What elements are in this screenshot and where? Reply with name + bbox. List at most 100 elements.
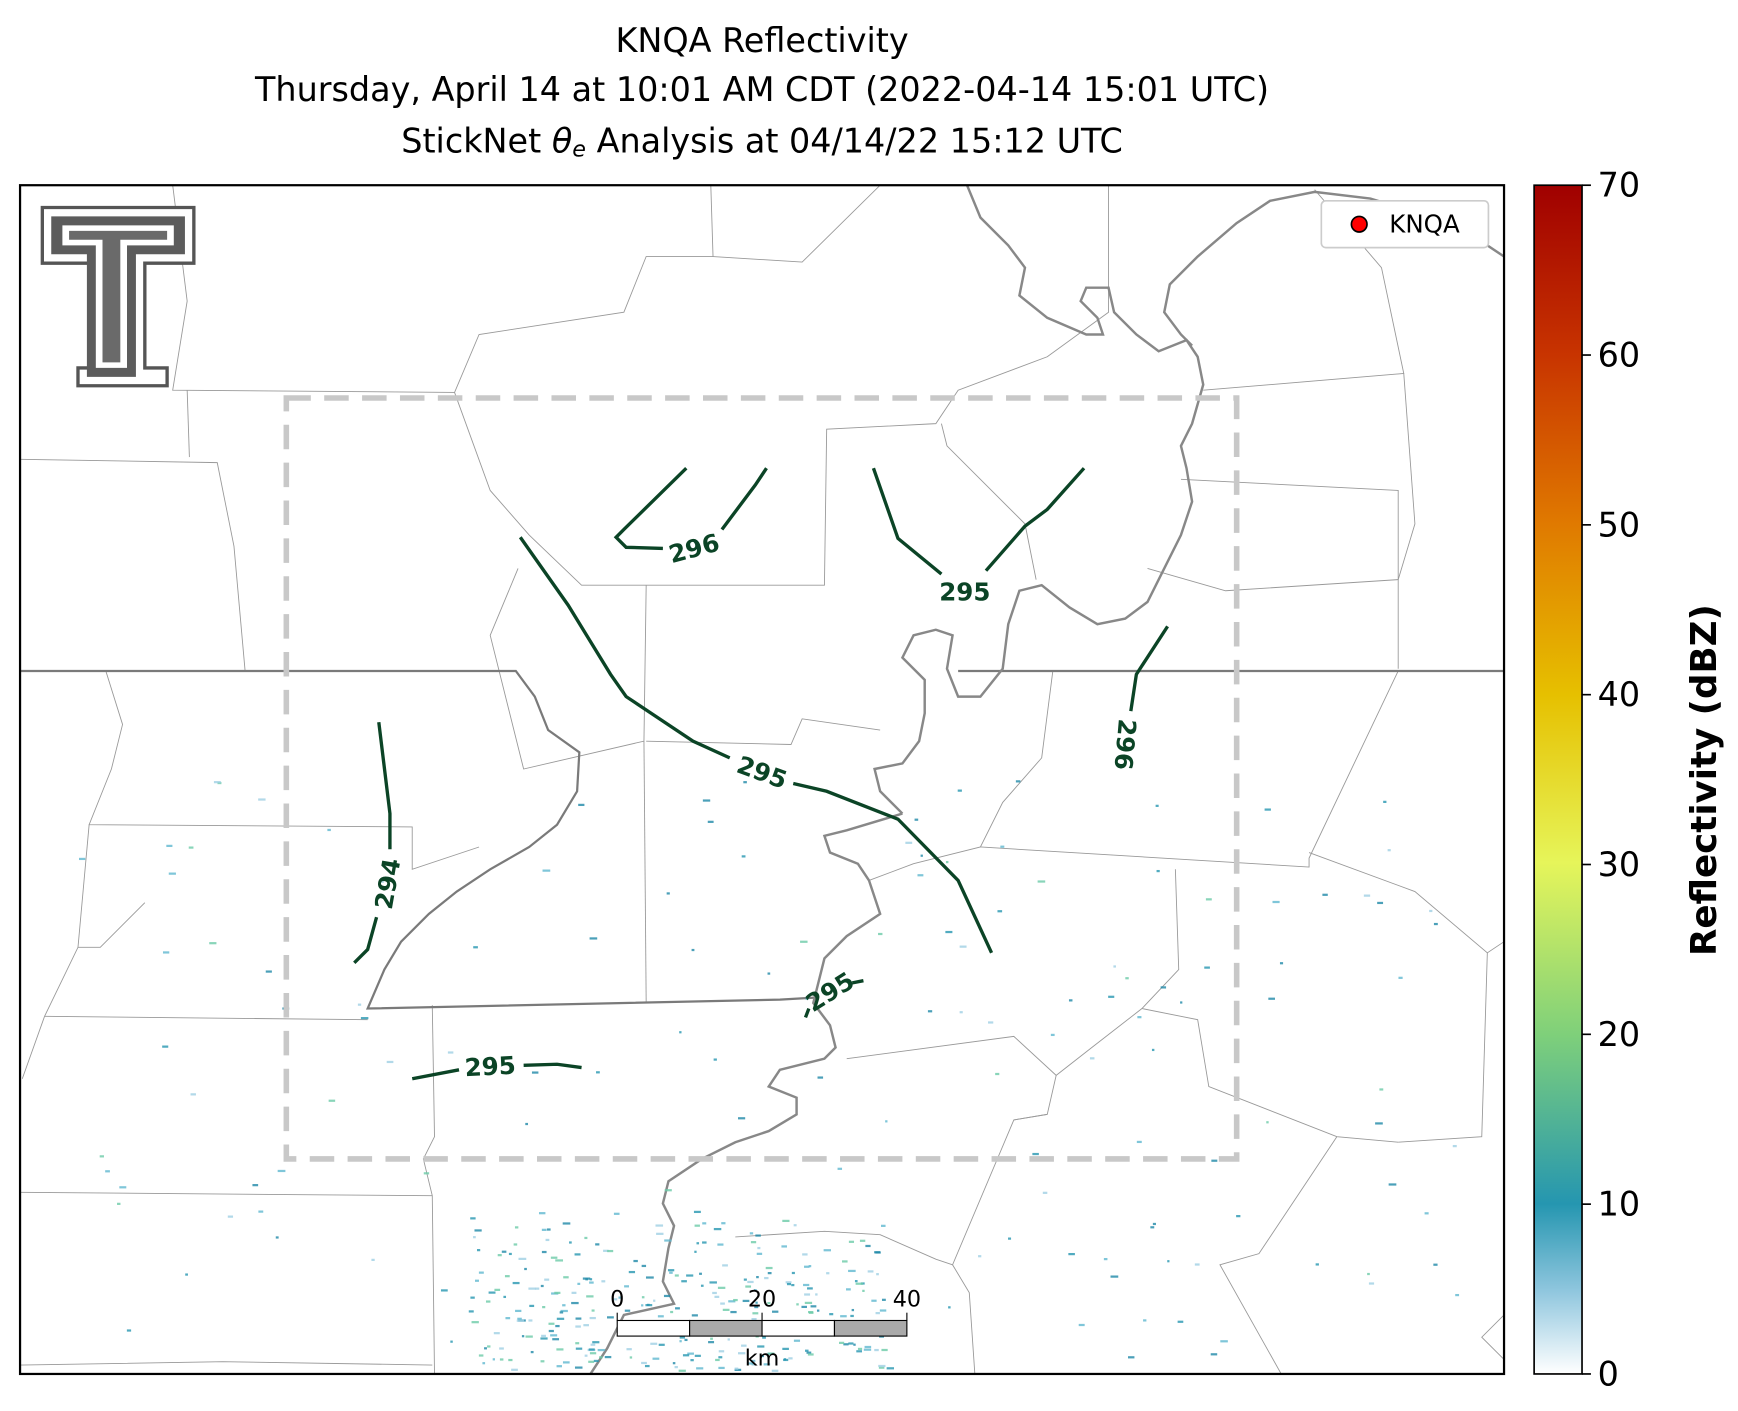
echo: [881, 1348, 888, 1352]
echo: [805, 1349, 809, 1352]
scale-tick-label: 0: [610, 1286, 624, 1312]
echo: [666, 892, 670, 895]
echo: [386, 1060, 394, 1064]
echo: [881, 1298, 886, 1301]
echo: [718, 1356, 723, 1359]
echo: [589, 1278, 593, 1281]
echo: [529, 1304, 535, 1308]
echo: [1387, 849, 1391, 852]
echo: [470, 1296, 475, 1299]
echo: [694, 1224, 700, 1227]
echo: [788, 1357, 793, 1360]
echo: [578, 803, 585, 807]
echo: [857, 1347, 863, 1351]
echo: [718, 1366, 725, 1370]
echo: [745, 1285, 752, 1288]
echo: [482, 1362, 486, 1365]
echo: [571, 1291, 577, 1294]
map: 296 295 296 295 294 295 295 km 0 20 40 KNQ…: [20, 185, 1505, 1374]
echo: [1108, 995, 1115, 998]
echo: [682, 1354, 690, 1357]
echo: [646, 1303, 650, 1307]
echo: [593, 1359, 599, 1363]
county-lines: [20, 185, 1505, 1374]
echo: [1160, 986, 1167, 989]
echo: [508, 1358, 513, 1362]
echo: [699, 1272, 702, 1275]
echo: [781, 1245, 787, 1248]
echo: [541, 1228, 547, 1231]
echo: [808, 1265, 812, 1268]
echo: [258, 1210, 264, 1213]
echo: [652, 1357, 660, 1360]
echo: [597, 1348, 605, 1352]
echo: [499, 1347, 504, 1350]
colorbar-ramp: [1533, 184, 1583, 1375]
echo: [721, 1222, 726, 1225]
subtitle: StickNet θe Analysis at 04/14/22 15:12 U…: [401, 121, 1123, 162]
echo: [531, 1071, 539, 1074]
echo: [577, 1282, 581, 1285]
echo: [517, 1317, 522, 1320]
legend-marker: [1350, 215, 1368, 233]
echo: [664, 1189, 672, 1192]
echo: [607, 1316, 614, 1319]
echo: [645, 1276, 654, 1279]
echo: [515, 1309, 522, 1313]
echo: [756, 1275, 759, 1279]
echo: [79, 857, 86, 861]
echo: [99, 1155, 104, 1158]
echo: [1152, 1222, 1156, 1226]
colorbar-tick-label: 40: [1598, 675, 1641, 714]
echo: [574, 1253, 581, 1256]
echo: [678, 1369, 686, 1372]
echo: [1363, 894, 1371, 897]
echo: [733, 1298, 738, 1302]
echo: [752, 1312, 759, 1315]
echo: [534, 1287, 540, 1290]
echo: [618, 1296, 623, 1299]
echo: [693, 1210, 701, 1214]
echo: [754, 1305, 759, 1309]
echo: [738, 1117, 746, 1120]
echo: [497, 1254, 502, 1257]
echo: [626, 1348, 632, 1351]
echo: [691, 948, 695, 952]
echo: [492, 1358, 495, 1361]
legend: KNQA: [1320, 199, 1490, 249]
echo: [762, 1336, 766, 1339]
echo: [806, 1351, 812, 1354]
echo: [765, 1266, 773, 1270]
echo: [473, 1236, 476, 1239]
echo: [785, 1281, 792, 1284]
echo: [1433, 1263, 1438, 1266]
echo: [650, 1342, 658, 1345]
echo: [657, 1315, 664, 1318]
echo: [484, 1347, 487, 1350]
echo: [511, 1368, 518, 1371]
echo: [1272, 900, 1280, 904]
echo: [679, 1340, 682, 1343]
echo: [1452, 1144, 1457, 1148]
echo: [707, 820, 714, 823]
echo: [734, 1367, 739, 1370]
echo: [166, 844, 173, 848]
echo: [1113, 965, 1116, 968]
echo: [546, 1228, 551, 1231]
echo: [265, 970, 272, 973]
echo: [816, 1309, 820, 1312]
echo: [1220, 1340, 1228, 1343]
echo: [555, 1259, 564, 1262]
colorbar-tick-label: 20: [1598, 1015, 1641, 1054]
echo: [450, 1340, 453, 1343]
echo: [541, 1334, 546, 1337]
echo: [548, 1329, 554, 1333]
echo: [1264, 808, 1271, 811]
echo: [679, 1336, 685, 1339]
echo: [948, 1306, 951, 1309]
logo: [40, 205, 196, 388]
echo: [575, 1342, 580, 1345]
echo: [563, 1276, 569, 1279]
echo: [886, 1367, 895, 1370]
echo: [1211, 1159, 1218, 1162]
